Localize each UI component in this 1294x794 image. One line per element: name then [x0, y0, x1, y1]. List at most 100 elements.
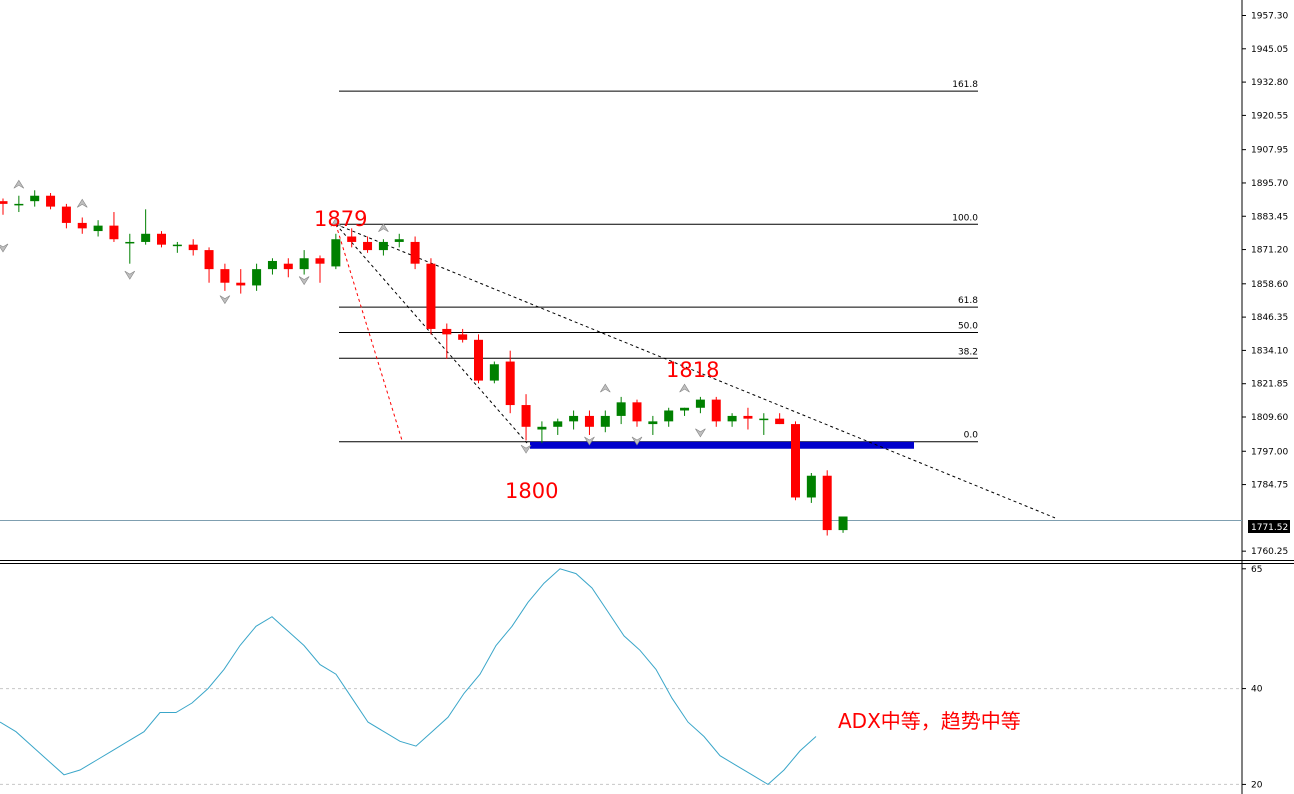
adx-tick-label: 20: [1251, 780, 1263, 790]
price-tick-label: 1821.85: [1251, 380, 1288, 390]
candle-bear: [109, 225, 119, 240]
candle-bull: [141, 233, 151, 242]
candle-bear: [791, 424, 800, 498]
candle-bull: [616, 402, 626, 416]
fractal-up-arrow: [76, 198, 88, 208]
candle-bear: [474, 339, 483, 381]
candle-bear: [743, 415, 753, 419]
candle-bull: [759, 418, 769, 421]
candle-bull: [695, 399, 705, 408]
candle-bull: [14, 203, 24, 206]
candle-bull: [252, 269, 262, 286]
price-tick-label: 1920.55: [1251, 111, 1288, 121]
candle-bear: [442, 328, 452, 335]
price-tick-label: 1846.35: [1251, 313, 1288, 323]
fractal-up-arrow: [679, 383, 690, 393]
fib-level-label: 161.8: [952, 80, 978, 90]
fractal-down-arrow: [631, 436, 643, 446]
candle-bull: [727, 415, 737, 422]
candle-bear: [410, 241, 420, 264]
candle-bear: [46, 195, 56, 207]
price-tick-label: 1932.80: [1251, 78, 1288, 88]
candle-bear: [458, 334, 468, 340]
candle-bear: [188, 244, 198, 251]
candle-bull: [378, 241, 388, 251]
candle-bull: [331, 239, 341, 267]
candle-bear: [505, 361, 515, 406]
candle-bull: [537, 426, 547, 430]
price-tick-label: 1957.30: [1251, 11, 1288, 21]
current-price-label: 1771.52: [1251, 523, 1288, 533]
candle-bear: [711, 399, 721, 422]
candle-bull: [172, 244, 182, 247]
price-tick-label: 1945.05: [1251, 45, 1288, 55]
price-tick-label: 1858.60: [1251, 280, 1288, 290]
candle-bear: [236, 282, 246, 286]
adx-tick-label: 65: [1251, 565, 1262, 575]
fractal-down-arrow: [695, 428, 706, 438]
candle-bear: [822, 475, 832, 531]
fractal-up-arrow: [600, 383, 611, 393]
fractal-down-arrow: [219, 295, 231, 305]
adx-note: ADX中等，趋势中等: [838, 709, 1021, 733]
candle-bear: [283, 263, 293, 270]
candle-bull: [569, 415, 579, 422]
candle-bull: [489, 364, 499, 381]
annotation-low: 1800: [505, 479, 558, 503]
candle-bull: [267, 260, 277, 270]
candle-bear: [0, 201, 8, 204]
candle-bear: [521, 405, 531, 427]
annotation-bounce: 1818: [666, 358, 719, 382]
fractal-up-arrow: [378, 223, 389, 233]
price-tick-label: 1797.00: [1251, 447, 1288, 457]
candle-bull: [600, 415, 610, 427]
candle-bull: [806, 475, 816, 498]
fib-level-label: 50.0: [958, 321, 978, 331]
fractal-up-arrow: [330, 217, 342, 227]
candle-bear: [204, 250, 214, 270]
candle-bull: [93, 225, 103, 232]
candle-bull: [125, 241, 135, 244]
support-zone: [530, 441, 914, 449]
candle-bear: [77, 222, 87, 229]
fractal-down-arrow: [0, 243, 9, 253]
fractal-down-arrow: [520, 444, 532, 454]
fractals: [0, 179, 706, 454]
fractal-up-arrow: [13, 179, 25, 189]
price-axis: 1957.30 1945.05 1932.80 1920.55 1907.95 1895.…: [1242, 11, 1288, 557]
fib-level-label: 0.0: [964, 431, 979, 441]
price-tick-label: 1871.20: [1251, 246, 1288, 256]
price-tick-label: 1760.25: [1251, 547, 1288, 557]
price-tick-label: 1895.70: [1251, 179, 1288, 189]
fib-level-label: 61.8: [958, 296, 978, 306]
candle-bull: [838, 516, 848, 531]
price-tick-label: 1784.75: [1251, 481, 1288, 491]
candle-bear: [363, 241, 373, 251]
adx-line: [0, 568, 817, 786]
adx-tick-label: 40: [1251, 685, 1263, 695]
price-tick-label: 1834.10: [1251, 346, 1288, 356]
candle-bull: [394, 239, 404, 242]
price-tick-label: 1883.45: [1251, 212, 1288, 222]
candle-bear: [584, 415, 594, 427]
candle-bear: [632, 402, 642, 422]
fib-level-label: 100.0: [952, 213, 978, 223]
annotation-high: 1879: [314, 207, 367, 231]
fib-retracement[interactable]: 161.8 100.0 61.8 50.0 38.2 0.0: [339, 80, 978, 449]
adx-panel: 65 40 20: [0, 565, 1263, 790]
candle-bear: [347, 236, 357, 242]
candle-bear: [775, 418, 785, 425]
candle-bear: [315, 258, 325, 264]
candle-bull: [664, 410, 674, 422]
candle-bull: [553, 421, 563, 427]
current-price-marker: 1771.52: [1248, 520, 1290, 533]
candle-bull: [299, 258, 309, 270]
fan-line: [335, 224, 403, 441]
candle-bear: [61, 206, 71, 223]
candle-bull: [30, 195, 40, 202]
candle-bull: [680, 407, 690, 411]
price-tick-label: 1907.95: [1251, 146, 1288, 156]
fractal-down-arrow: [298, 276, 310, 286]
